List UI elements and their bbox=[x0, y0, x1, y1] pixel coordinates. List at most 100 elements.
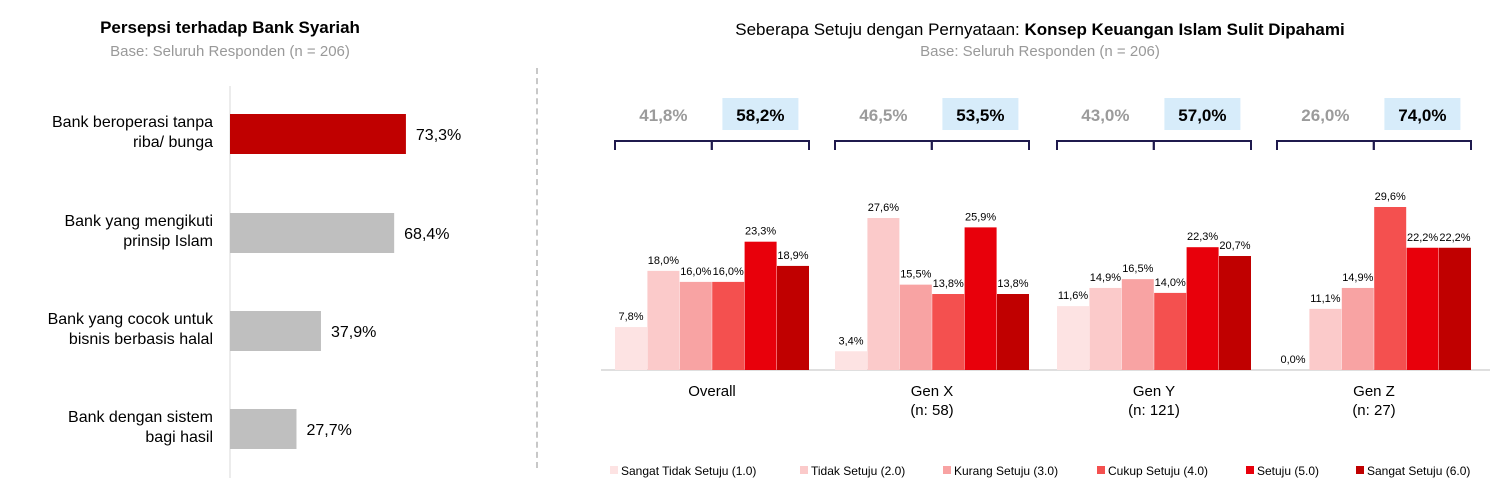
left-chart-subtitle: Base: Seluruh Responden (n = 206) bbox=[110, 43, 350, 60]
bar bbox=[615, 327, 647, 370]
disagree-total: 46,5% bbox=[859, 106, 907, 125]
agree-total: 53,5% bbox=[956, 106, 1004, 125]
bar bbox=[1374, 207, 1407, 370]
group-sublabel: (n: 121) bbox=[1128, 402, 1180, 419]
dashed-divider bbox=[536, 68, 538, 468]
bar bbox=[1121, 279, 1154, 370]
agree-bracket bbox=[710, 140, 810, 150]
bar bbox=[1341, 287, 1374, 370]
data-label: 14,9% bbox=[1090, 272, 1121, 284]
data-label: 73,3% bbox=[416, 127, 461, 144]
category-label: Bank yang mengikuti bbox=[64, 213, 213, 230]
data-label: 11,1% bbox=[1310, 293, 1341, 305]
legend-swatch bbox=[1097, 466, 1105, 474]
data-label: 14,0% bbox=[1155, 277, 1186, 289]
bar bbox=[1406, 247, 1439, 370]
data-label: 22,2% bbox=[1439, 232, 1470, 244]
bar bbox=[647, 270, 680, 370]
bar bbox=[1089, 287, 1122, 370]
data-label: 7,8% bbox=[618, 311, 643, 323]
right-chart-title: Seberapa Setuju dengan Pernyataan: Konse… bbox=[600, 20, 1480, 40]
agree-bracket bbox=[930, 140, 1030, 150]
data-label: 0,0% bbox=[1280, 354, 1305, 366]
right-chart-title-bold: Konsep Keuangan Islam Sulit Dipahami bbox=[1024, 20, 1345, 39]
legend-swatch bbox=[610, 466, 618, 474]
legend-label: Kurang Setuju (3.0) bbox=[954, 464, 1058, 478]
bar bbox=[230, 311, 321, 351]
bar bbox=[835, 351, 867, 370]
data-label: 16,5% bbox=[1122, 263, 1153, 275]
bar bbox=[964, 227, 997, 370]
agree-total: 74,0% bbox=[1398, 106, 1446, 125]
agree-total: 57,0% bbox=[1178, 106, 1226, 125]
disagree-bracket bbox=[1056, 140, 1155, 150]
category-label: riba/ bunga bbox=[133, 134, 213, 151]
bar bbox=[1439, 247, 1471, 370]
data-label: 16,0% bbox=[713, 266, 744, 278]
agree-total-box bbox=[1164, 98, 1241, 130]
agree-total: 58,2% bbox=[736, 106, 784, 125]
bar bbox=[230, 409, 297, 449]
legend-label: Tidak Setuju (2.0) bbox=[811, 464, 905, 478]
data-label: 27,7% bbox=[306, 422, 351, 439]
left-chart-title: Persepsi terhadap Bank Syariah bbox=[100, 18, 360, 37]
disagree-bracket bbox=[834, 140, 933, 150]
group-sublabel: (n: 27) bbox=[1352, 402, 1395, 419]
bar bbox=[1309, 308, 1342, 370]
disagree-bracket bbox=[614, 140, 713, 150]
disagree-total: 26,0% bbox=[1301, 106, 1349, 125]
bar bbox=[230, 114, 406, 154]
legend-label: Sangat Setuju (6.0) bbox=[1367, 464, 1470, 478]
disagree-total: 43,0% bbox=[1081, 106, 1129, 125]
bar bbox=[1154, 292, 1187, 370]
data-label: 23,3% bbox=[745, 226, 776, 238]
bar bbox=[679, 281, 712, 370]
bar bbox=[1186, 247, 1219, 370]
legend-label: Cukup Setuju (4.0) bbox=[1108, 464, 1208, 478]
group-sublabel: (n: 58) bbox=[910, 402, 953, 419]
bar bbox=[899, 284, 932, 370]
data-label: 22,3% bbox=[1187, 231, 1218, 243]
data-label: 22,2% bbox=[1407, 232, 1438, 244]
category-label: Bank dengan sistem bbox=[68, 409, 213, 426]
data-label: 25,9% bbox=[965, 211, 996, 223]
legend-swatch bbox=[800, 466, 808, 474]
agree-bracket bbox=[1152, 140, 1252, 150]
category-label: bisnis berbasis halal bbox=[69, 331, 213, 348]
bar bbox=[744, 241, 777, 370]
legend-swatch bbox=[943, 466, 951, 474]
agree-bracket bbox=[1372, 140, 1472, 150]
bar bbox=[1057, 306, 1089, 370]
disagree-bracket bbox=[1276, 140, 1375, 150]
right-chart-title-prefix: Seberapa Setuju dengan Pernyataan: bbox=[735, 20, 1025, 39]
bar bbox=[777, 265, 809, 370]
bar bbox=[932, 294, 965, 370]
data-label: 14,9% bbox=[1342, 272, 1373, 284]
data-label: 13,8% bbox=[933, 278, 964, 290]
category-label: bagi hasil bbox=[145, 429, 213, 446]
data-label: 3,4% bbox=[838, 335, 863, 347]
group-label: Gen Y bbox=[1133, 383, 1175, 400]
data-label: 20,7% bbox=[1219, 240, 1250, 252]
legend-label: Sangat Tidak Setuju (1.0) bbox=[621, 464, 756, 478]
agree-total-box bbox=[722, 98, 799, 130]
data-label: 18,9% bbox=[777, 250, 808, 262]
data-label: 37,9% bbox=[331, 324, 376, 341]
data-label: 13,8% bbox=[997, 278, 1028, 290]
category-label: Bank yang cocok untuk bbox=[48, 311, 214, 328]
data-label: 27,6% bbox=[868, 202, 899, 214]
disagree-total: 41,8% bbox=[639, 106, 687, 125]
left-horizontal-bar-chart: 73,3% Bank beroperasi tanpa riba/ bunga 68,… bbox=[48, 86, 461, 478]
data-label: 11,6% bbox=[1058, 290, 1089, 302]
right-chart-subtitle: Base: Seluruh Responden (n = 206) bbox=[920, 43, 1160, 60]
bar bbox=[997, 294, 1029, 370]
group-label: Gen X bbox=[911, 383, 954, 400]
category-label: prinsip Islam bbox=[123, 233, 213, 250]
category-label: Bank beroperasi tanpa bbox=[52, 114, 213, 131]
agree-total-box bbox=[942, 98, 1019, 130]
data-label: 29,6% bbox=[1375, 191, 1406, 203]
bar bbox=[867, 218, 900, 370]
data-label: 15,5% bbox=[900, 269, 931, 281]
bar bbox=[1219, 256, 1251, 370]
